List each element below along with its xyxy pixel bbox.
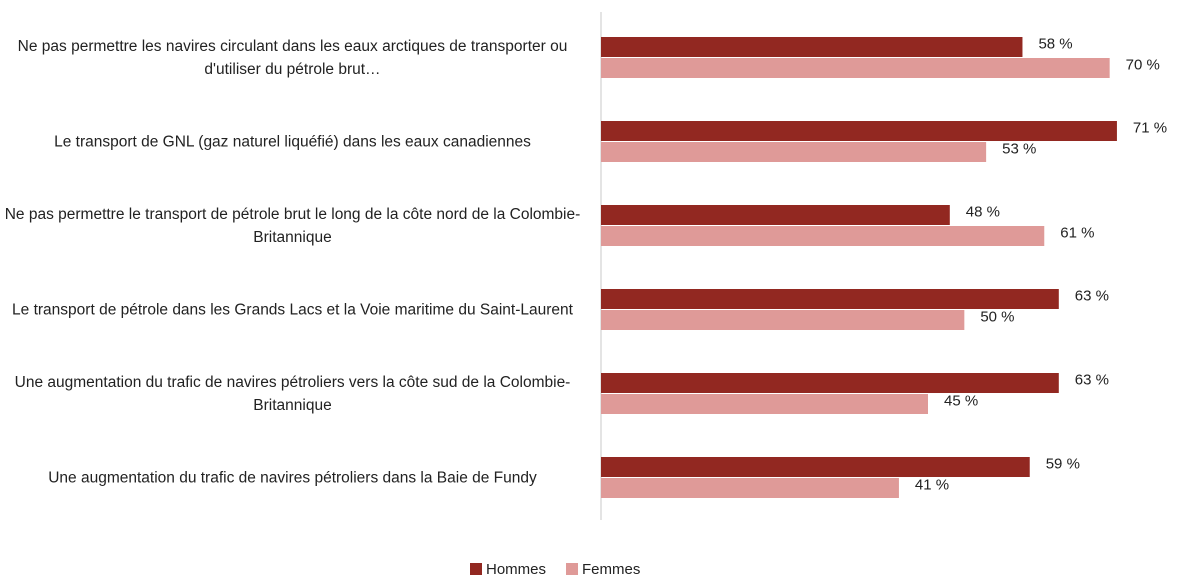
bar (601, 121, 1117, 141)
value-label: 59 % (1046, 455, 1080, 472)
bar (601, 289, 1059, 309)
bar (601, 37, 1023, 57)
category-label: Ne pas permettre le transport de pétrole… (4, 206, 581, 246)
bar (601, 58, 1110, 78)
bar (601, 226, 1045, 246)
bar (601, 142, 987, 162)
value-label: 48 % (966, 203, 1000, 220)
value-label: 45 % (944, 392, 978, 409)
category-label: Le transport de pétrole dans les Grands … (12, 301, 573, 319)
legend-swatch (566, 563, 579, 575)
legend-label: Femmes (582, 561, 640, 578)
legend-swatch (470, 563, 482, 575)
value-label: 63 % (1075, 371, 1109, 388)
category-label: Le transport de GNL (gaz naturel liquéfi… (54, 133, 531, 151)
value-label: 63 % (1075, 287, 1109, 304)
value-label: 61 % (1060, 224, 1094, 241)
bar (601, 457, 1030, 477)
bar (601, 205, 950, 225)
value-label: 41 % (915, 476, 949, 493)
value-label: 53 % (1002, 140, 1036, 157)
bar (601, 373, 1059, 393)
legend-label: Hommes (486, 561, 546, 578)
value-label: 71 % (1133, 119, 1167, 136)
category-label: Ne pas permettre les navires circulant d… (17, 38, 568, 78)
value-label: 58 % (1038, 35, 1072, 52)
value-label: 50 % (980, 308, 1014, 325)
bar (601, 310, 965, 330)
category-label: Une augmentation du trafic de navires pé… (48, 469, 537, 487)
bar (601, 478, 899, 498)
bar (601, 394, 928, 414)
category-label: Une augmentation du trafic de navires pé… (14, 374, 571, 414)
value-label: 70 % (1126, 56, 1160, 73)
